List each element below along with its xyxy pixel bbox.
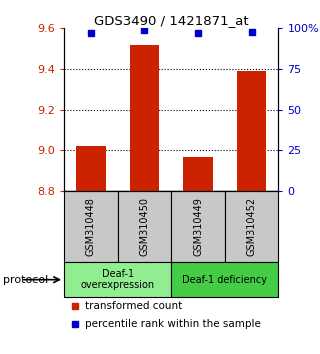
Bar <box>225 191 278 262</box>
Text: Deaf-1
overexpression: Deaf-1 overexpression <box>81 269 155 291</box>
Text: GSM310450: GSM310450 <box>140 197 149 256</box>
Bar <box>237 71 266 191</box>
Text: GSM310448: GSM310448 <box>86 197 96 256</box>
Text: transformed count: transformed count <box>85 301 183 311</box>
Title: GDS3490 / 1421871_at: GDS3490 / 1421871_at <box>94 14 249 27</box>
Bar <box>183 156 213 191</box>
Text: Deaf-1 deficiency: Deaf-1 deficiency <box>182 275 267 285</box>
Text: GSM310449: GSM310449 <box>193 197 203 256</box>
Text: GSM310452: GSM310452 <box>247 197 257 256</box>
Bar <box>64 262 171 297</box>
Bar <box>76 147 106 191</box>
Text: percentile rank within the sample: percentile rank within the sample <box>85 319 261 329</box>
Bar <box>64 191 118 262</box>
Bar <box>171 191 225 262</box>
Text: protocol: protocol <box>3 275 48 285</box>
Bar <box>171 262 278 297</box>
Bar <box>118 191 171 262</box>
Bar <box>130 45 159 191</box>
